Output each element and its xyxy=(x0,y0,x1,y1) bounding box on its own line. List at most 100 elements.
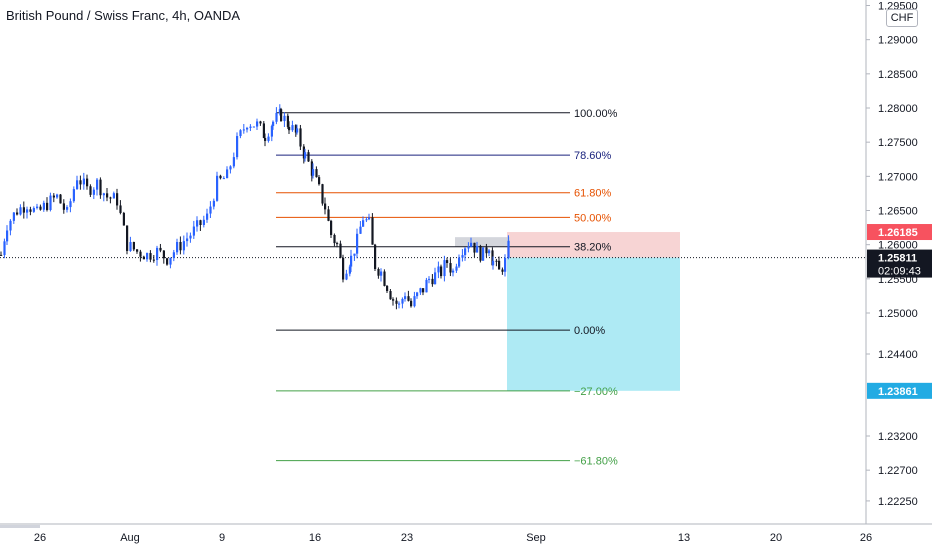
candle-body xyxy=(419,288,422,293)
candle-body xyxy=(156,247,159,260)
candle-body xyxy=(507,240,510,258)
take-profit-zone xyxy=(507,257,680,391)
candle-body xyxy=(39,206,42,210)
candle-body xyxy=(79,180,82,185)
candle-body xyxy=(0,254,3,256)
stop-loss-zone xyxy=(507,232,680,258)
candle-body xyxy=(473,242,476,253)
candle-body xyxy=(479,245,482,261)
fib-level-label: −27.00% xyxy=(574,386,618,398)
candle-body xyxy=(275,112,278,122)
candle-body xyxy=(312,169,315,176)
candle-body xyxy=(416,292,419,297)
candle-body xyxy=(443,260,446,277)
candle-body xyxy=(62,203,65,210)
time-tick-label: Sep xyxy=(526,532,546,544)
candle-body xyxy=(365,219,368,221)
candle-body xyxy=(401,298,404,304)
candle-body xyxy=(407,296,410,301)
candle-body xyxy=(146,253,149,260)
candle-body xyxy=(172,252,175,258)
price-tick-label: 1.29000 xyxy=(878,35,918,47)
fib-level-label: 78.60% xyxy=(574,150,612,162)
candle-body xyxy=(219,175,222,179)
stop-price-tag-label: 1.26185 xyxy=(878,227,918,239)
candle-body xyxy=(186,238,189,242)
price-tick-label: 1.22250 xyxy=(878,496,918,508)
candle-body xyxy=(383,271,386,286)
candle-body xyxy=(149,253,152,260)
price-tick-label: 1.27000 xyxy=(878,171,918,183)
candle-body xyxy=(310,161,313,176)
candle-body xyxy=(99,179,102,196)
fib-level-label: 61.80% xyxy=(574,188,612,200)
candle-body xyxy=(342,257,345,280)
candle-body xyxy=(179,241,182,251)
candle-body xyxy=(239,130,242,137)
time-tick-label: Aug xyxy=(120,532,140,544)
candle-body xyxy=(222,178,225,180)
candle-body xyxy=(52,195,55,198)
range-highlight xyxy=(455,237,510,247)
candle-body xyxy=(76,180,79,190)
candle-body xyxy=(169,257,172,265)
candle-body xyxy=(464,248,467,256)
candle-body xyxy=(16,212,19,215)
fib-level-label: 50.00% xyxy=(574,212,612,224)
candle-body xyxy=(455,266,458,271)
candle-body xyxy=(392,299,395,301)
current-price-tag-label: 1.25811 xyxy=(878,253,917,265)
candle-body xyxy=(330,220,333,235)
candle-body xyxy=(252,126,255,128)
candle-body xyxy=(122,212,125,226)
time-tick-label: 26 xyxy=(860,532,872,544)
candle-body xyxy=(162,250,165,259)
candle-body xyxy=(109,197,112,199)
currency-button[interactable]: CHF xyxy=(886,9,918,27)
candle-body xyxy=(267,136,270,141)
fib-level-label: 0.00% xyxy=(574,325,605,337)
candle-body xyxy=(42,202,45,210)
candle-body xyxy=(318,177,321,185)
candle-body xyxy=(413,296,416,307)
candle-body xyxy=(152,259,155,261)
candle-body xyxy=(307,152,310,162)
candle-body xyxy=(82,178,85,185)
candle-body xyxy=(488,250,491,254)
candle-body xyxy=(119,205,122,213)
candle-body xyxy=(492,260,495,266)
candle-body xyxy=(324,203,327,210)
candle-body xyxy=(504,257,507,272)
candle-body xyxy=(333,234,336,244)
candle-body xyxy=(176,241,179,253)
candle-body xyxy=(434,272,437,285)
candle-body xyxy=(359,226,362,234)
candle-body xyxy=(449,263,452,273)
time-tick-label: 16 xyxy=(309,532,321,544)
candle-body xyxy=(339,243,342,258)
candle-body xyxy=(389,291,392,300)
candle-body xyxy=(270,126,273,137)
candle-body xyxy=(422,288,425,293)
candle-body xyxy=(102,193,105,196)
candle-body xyxy=(294,125,297,133)
chart-title: British Pound / Swiss Franc, 4h, OANDA xyxy=(6,8,241,23)
target-price-tag-label: 1.23861 xyxy=(878,386,918,398)
candle-body xyxy=(327,209,330,221)
price-tick-label: 1.26000 xyxy=(878,240,918,252)
candle-body xyxy=(66,207,69,210)
candle-body xyxy=(362,220,365,227)
candle-body xyxy=(36,206,39,209)
fib-level-label: −61.80% xyxy=(574,456,618,468)
candle-body xyxy=(26,209,29,213)
candle-body xyxy=(377,268,380,276)
price-tick-label: 1.22700 xyxy=(878,465,918,477)
candle-body xyxy=(116,193,119,206)
candle-body xyxy=(288,126,291,131)
candle-body xyxy=(437,266,440,273)
candle-body xyxy=(126,225,129,251)
candle-body xyxy=(9,220,12,231)
time-tick-label: 9 xyxy=(219,532,225,544)
candle-body xyxy=(428,278,431,280)
